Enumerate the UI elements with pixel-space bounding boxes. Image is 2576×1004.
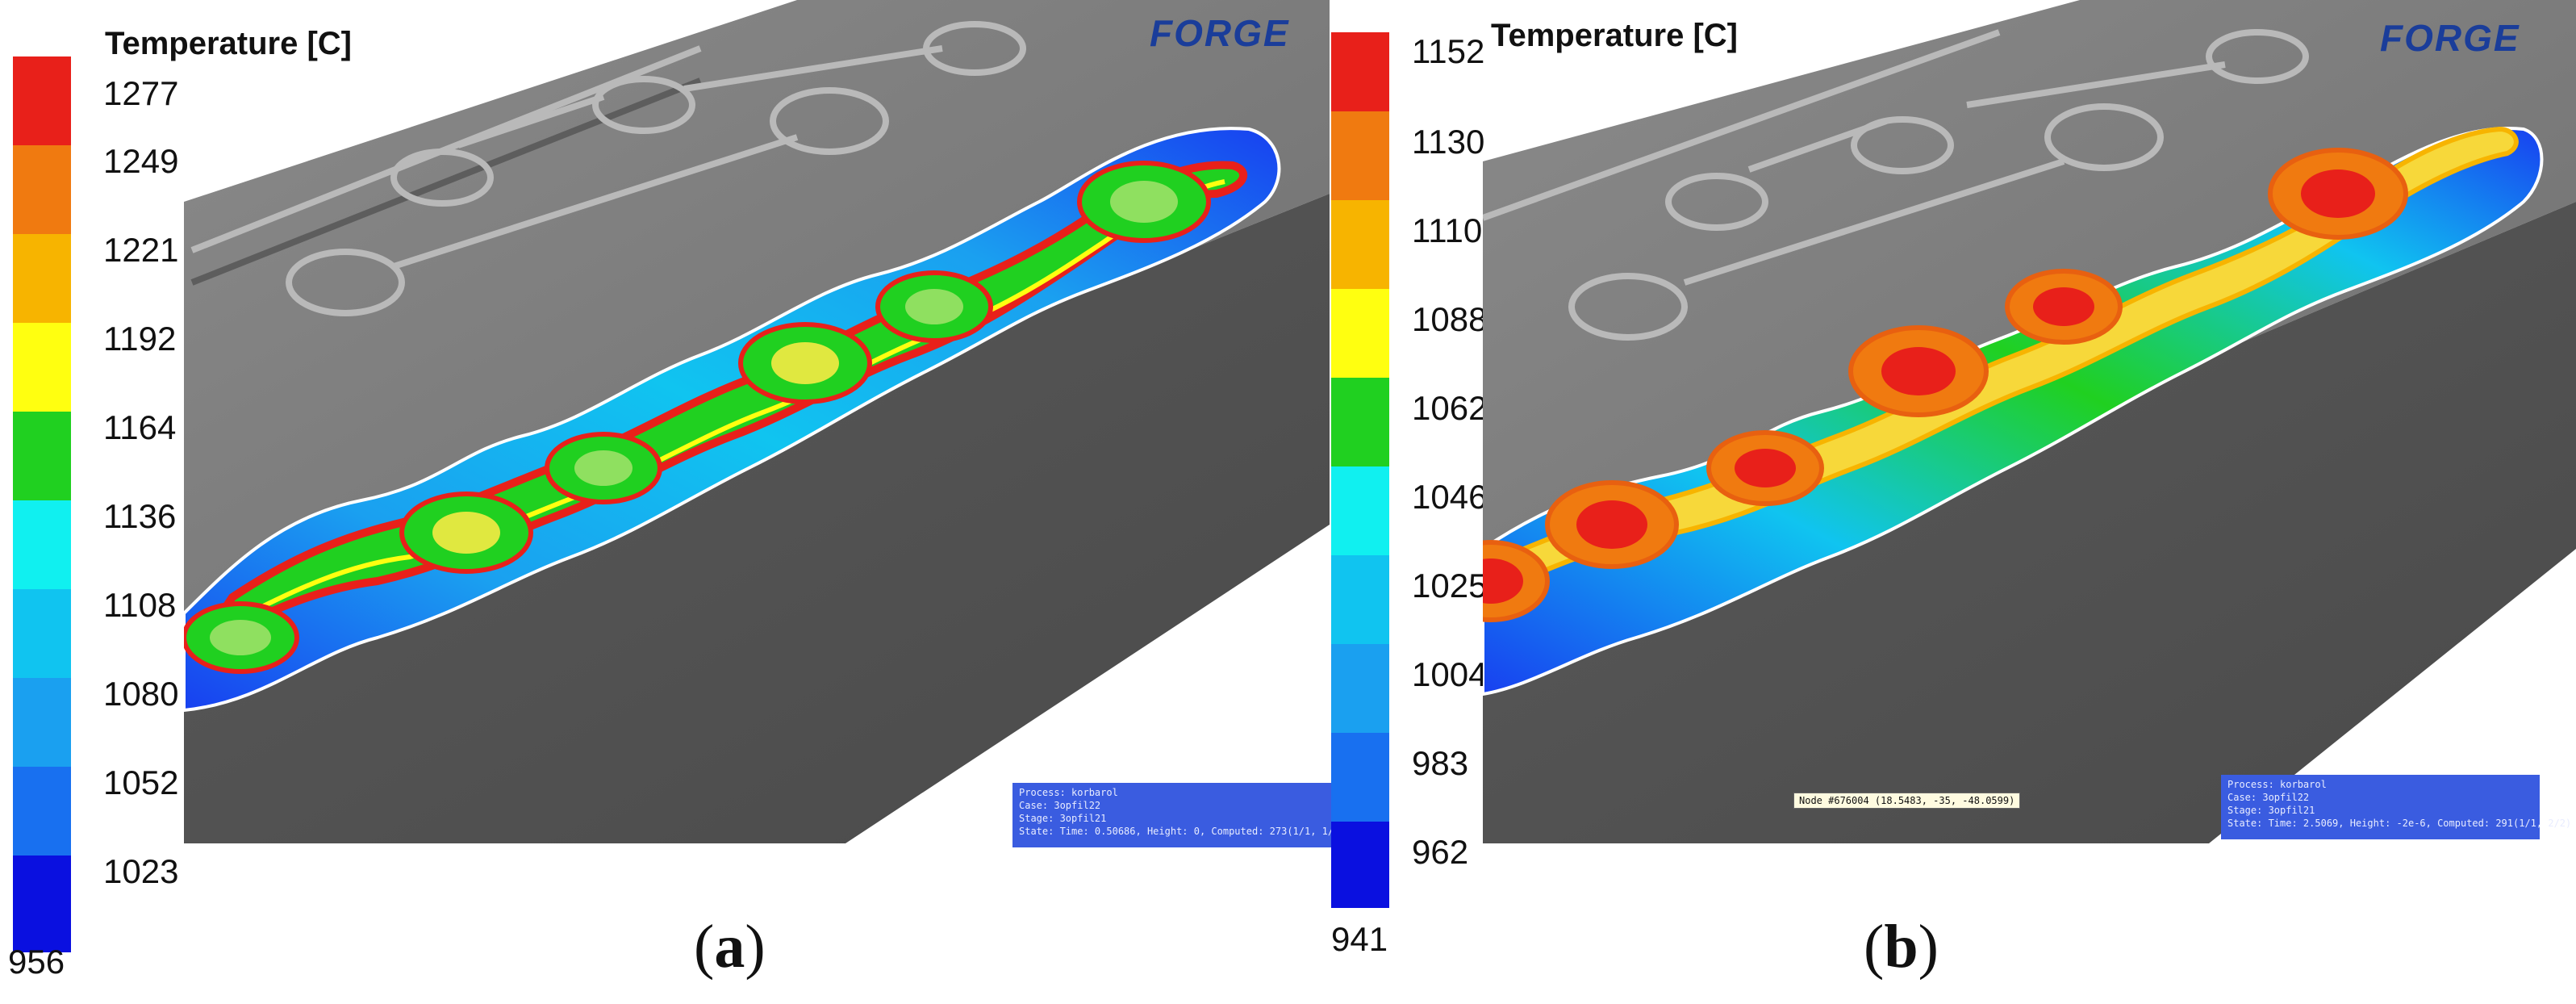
colorbar-tick: 1080 — [103, 675, 179, 713]
colorbar-segment — [1331, 111, 1389, 200]
caption-open: ( — [694, 913, 715, 981]
part-rim — [231, 179, 1225, 624]
info-process: Process: korbarol — [2227, 779, 2327, 790]
caption-open: ( — [1864, 913, 1885, 981]
node-probe-label[interactable]: Node #676004 (18.5483, -35, -48.0599) — [1793, 793, 2021, 809]
simulation-info-box: Process: korbarol Case: 3opfil22 Stage: … — [1012, 783, 1346, 847]
colorbar-segment — [13, 767, 71, 855]
info-stage: Stage: 3opfil21 — [2227, 805, 2315, 816]
caption-letter: b — [1884, 913, 1918, 981]
colorbar-segment — [1331, 644, 1389, 733]
part-bosses — [1483, 148, 2408, 622]
colorbar-tick: 962 — [1412, 833, 1469, 871]
colorbar-segment — [1331, 32, 1389, 111]
simulation-info-box: Process: korbarol Case: 3opfil22 Stage: … — [2221, 775, 2572, 839]
colorbar-segment — [1331, 733, 1389, 822]
simulation-view-a[interactable] — [184, 0, 1330, 847]
colorbar-segment — [1331, 466, 1389, 555]
caption-letter: a — [714, 913, 745, 981]
die-side-face — [184, 194, 1330, 843]
caption-close: ) — [745, 913, 766, 981]
colorbar-tick: 1088 — [1412, 300, 1488, 338]
colorbar-tick: 1130 — [1412, 123, 1485, 161]
colorbar-segment — [13, 145, 71, 234]
colorbar — [13, 56, 71, 952]
colorbar-tick: 1136 — [103, 497, 177, 535]
colorbar-segment — [1331, 822, 1389, 908]
panel-b: 1152 1130 1110 1088 1062 1046 1025 1004 … — [1331, 0, 2576, 1004]
colorbar-title: Temperature [C] — [1491, 15, 1746, 61]
colorbar-segment — [13, 56, 71, 145]
colorbar-tick: 956 — [8, 943, 65, 981]
die-impressions — [190, 21, 1026, 316]
info-process: Process: korbarol — [1019, 787, 1118, 798]
caption-a: (a) — [694, 912, 766, 982]
colorbar-tick: 1152 — [1412, 32, 1485, 70]
colorbar-tick: 1004 — [1412, 655, 1488, 693]
colorbar-segment — [13, 412, 71, 500]
colorbar-tick: 1277 — [103, 74, 179, 112]
colorbar-tick: 1023 — [103, 852, 179, 890]
colorbar-tick: 1062 — [1412, 389, 1488, 427]
colorbar-segment — [1331, 378, 1389, 466]
info-case: Case: 3opfil22 — [2227, 792, 2310, 803]
info-case: Case: 3opfil22 — [1019, 800, 1101, 811]
die-side-face — [1483, 202, 2576, 843]
colorbar-tick: 1110 — [1412, 211, 1483, 249]
colorbar-tick: 1052 — [103, 763, 179, 801]
panel-a: Temperature [C] 1277 1249 1221 1192 1164… — [8, 0, 1346, 982]
colorbar-segment — [1331, 200, 1389, 289]
colorbar-segment — [13, 323, 71, 412]
forge-logo: FORGE — [1150, 12, 1290, 54]
info-state: State: Time: 2.5069, Height: -2e-6, Comp… — [2227, 818, 2572, 829]
colorbar-tick: 1025 — [1412, 567, 1488, 604]
colorbar-segment — [13, 678, 71, 767]
forge-logo: FORGE — [2380, 17, 2520, 59]
simulation-view-b[interactable] — [1483, 0, 2576, 847]
caption-close: ) — [1918, 913, 1939, 981]
info-stage: Stage: 3opfil21 — [1019, 813, 1107, 824]
part-bosses — [184, 161, 1211, 674]
colorbar-tick: 983 — [1412, 744, 1469, 782]
colorbar-tick: 1192 — [103, 320, 177, 358]
die-impressions — [1483, 29, 2309, 341]
colorbar-tick: 1221 — [103, 231, 179, 269]
colorbar-tick: 941 — [1331, 920, 1388, 958]
colorbar-segment — [13, 234, 71, 323]
colorbar-tick: 1046 — [1412, 478, 1488, 516]
colorbar-segment — [13, 855, 71, 952]
colorbar-title: Temperature [C] — [105, 26, 352, 61]
colorbar — [1331, 32, 1389, 908]
info-state: State: Time: 0.50686, Height: 0, Compute… — [1019, 826, 1346, 837]
colorbar-tick: 1164 — [103, 408, 177, 446]
colorbar-segment — [1331, 555, 1389, 644]
colorbar-segment — [13, 589, 71, 678]
colorbar-segment — [13, 500, 71, 589]
caption-b: (b) — [1864, 912, 1939, 982]
colorbar-segment — [1331, 289, 1389, 378]
colorbar-tick: 1249 — [103, 142, 179, 180]
colorbar-tick: 1108 — [103, 586, 177, 624]
